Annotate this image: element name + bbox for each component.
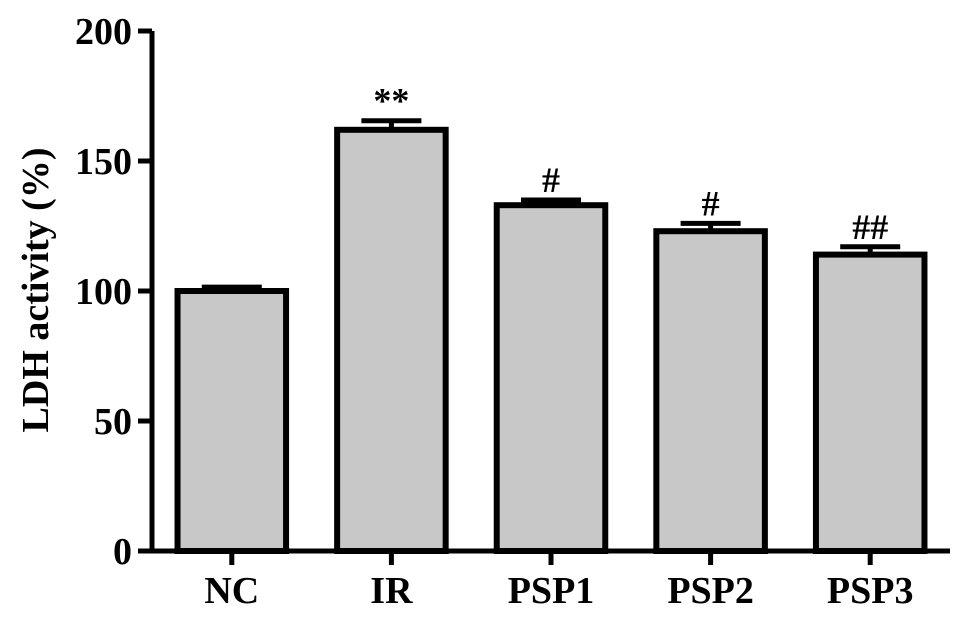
significance-marker: # [542, 160, 560, 200]
x-axis: NC IR PSP1 PSP2 PSP3 [150, 548, 950, 612]
x-tick-label: PSP2 [667, 570, 754, 612]
y-axis-label: LDH activity (%) [15, 148, 57, 433]
y-tick-label: 100 [75, 271, 132, 313]
x-tick-label: IR [370, 570, 413, 612]
x-tick-label: PSP1 [508, 570, 595, 612]
y-axis: 0 50 100 150 200 [75, 11, 155, 573]
y-tick-label: 200 [75, 11, 132, 53]
x-tick-label: PSP3 [827, 570, 914, 612]
x-tick-label: NC [204, 570, 259, 612]
significance-marker: ## [852, 207, 888, 247]
bar-nc [174, 288, 290, 554]
significance-marker: # [702, 183, 720, 223]
bar-ir [334, 126, 449, 555]
bar-psp1 [493, 202, 609, 554]
bar-psp3 [812, 251, 928, 554]
y-tick-label: 0 [113, 531, 132, 573]
y-tick-label: 150 [75, 141, 132, 183]
significance-marker: ** [373, 81, 409, 121]
bars: **#### [174, 81, 928, 555]
y-tick-label: 50 [94, 401, 132, 443]
bar-psp2 [653, 228, 768, 554]
